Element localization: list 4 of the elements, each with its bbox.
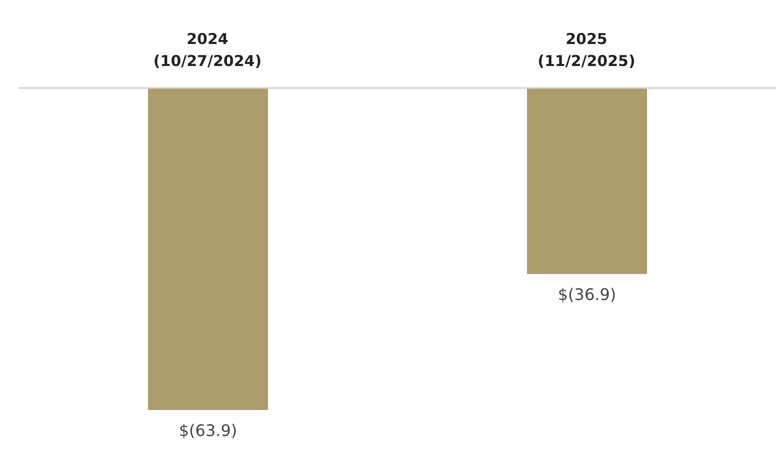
x-tick-label: 2024 (10/27/2024): [153, 30, 262, 70]
x-tick-label: 2025 (11/2/2025): [538, 30, 636, 70]
data-label: $(36.9): [558, 284, 616, 304]
data-label: $(63.9): [178, 421, 238, 440]
